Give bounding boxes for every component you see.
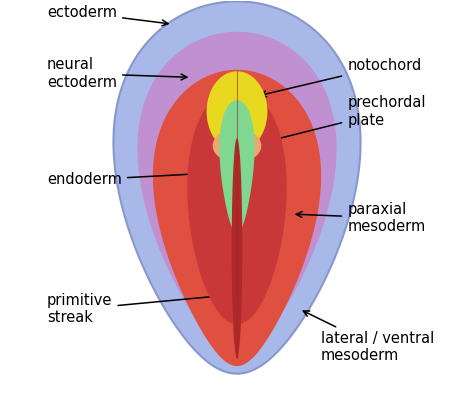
Text: ectoderm: ectoderm	[47, 5, 168, 26]
Text: endoderm: endoderm	[47, 170, 221, 188]
Polygon shape	[213, 129, 261, 162]
Text: primitive
streak: primitive streak	[47, 292, 237, 325]
Polygon shape	[113, 1, 361, 374]
Text: paraxial
mesoderm: paraxial mesoderm	[296, 202, 425, 234]
Text: prechordal
plate: prechordal plate	[260, 95, 426, 145]
Text: notochord: notochord	[260, 59, 421, 97]
Polygon shape	[232, 138, 242, 358]
Text: neural
ectoderm: neural ectoderm	[47, 57, 187, 90]
Polygon shape	[137, 32, 337, 351]
Text: lateral / ventral
mesoderm: lateral / ventral mesoderm	[303, 311, 434, 363]
Polygon shape	[153, 70, 321, 366]
Polygon shape	[187, 89, 287, 324]
Polygon shape	[219, 100, 255, 234]
Polygon shape	[207, 71, 267, 152]
